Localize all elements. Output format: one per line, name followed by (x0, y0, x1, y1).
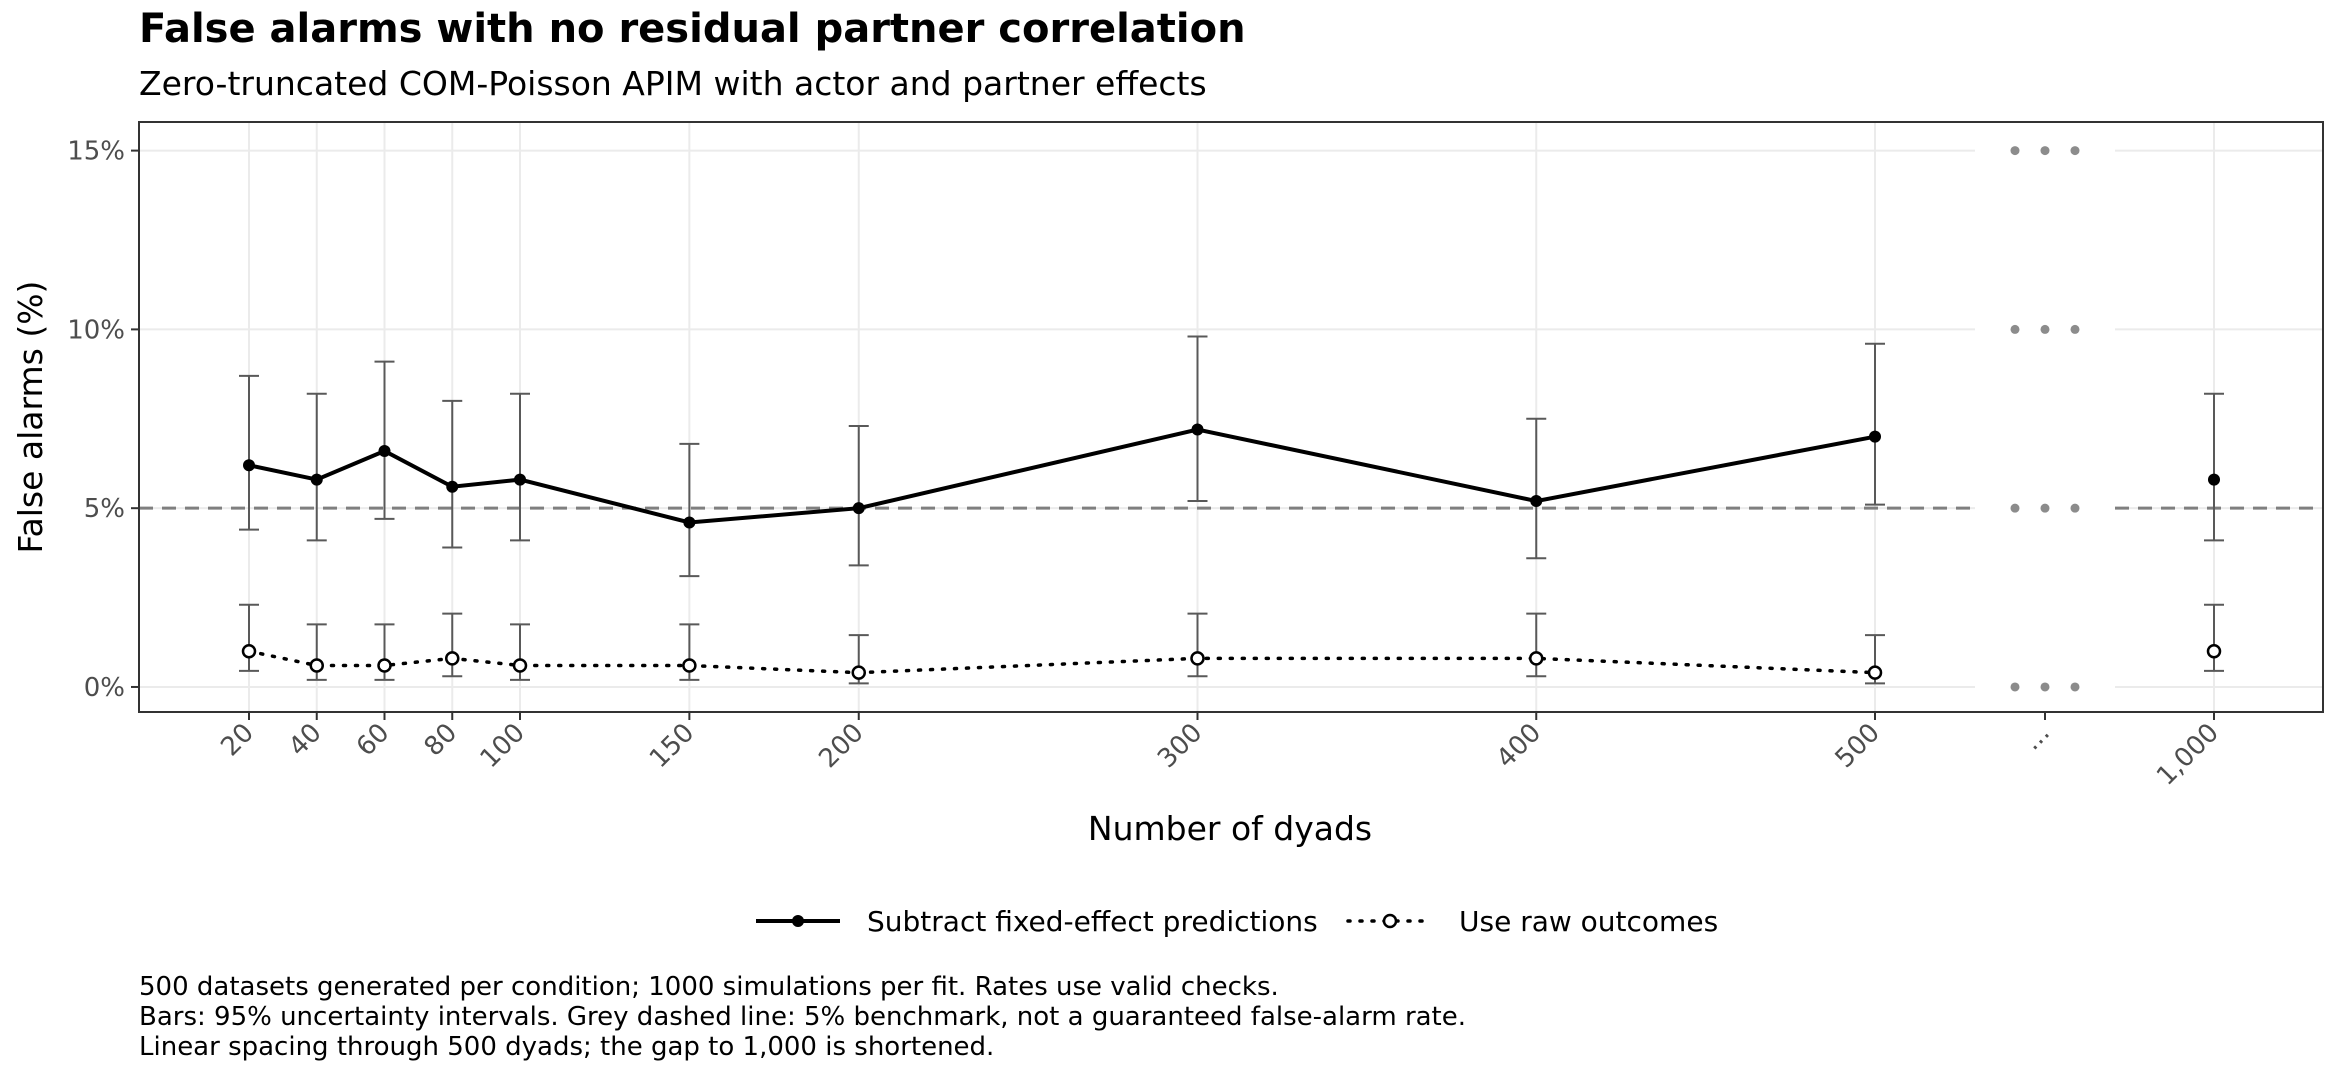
axis-break-dot (2010, 146, 2020, 156)
panel-border (138, 121, 2324, 713)
legend-marker-raw (1382, 913, 1398, 929)
series-line-subtract (248, 427, 1876, 525)
axis-break-dot (2010, 682, 2020, 692)
data-point-subtract (2208, 473, 2220, 486)
data-point-raw (2206, 643, 2222, 659)
axis-break-dot (2040, 503, 2050, 513)
axis-break-dot (2070, 682, 2080, 692)
data-point-subtract (310, 473, 323, 486)
caption-line-3: Linear spacing through 500 dyads; the ga… (139, 1032, 995, 1062)
legend: Subtract fixed-effect predictions Use raw… (756, 905, 1718, 938)
axis-break-dot (2010, 503, 2020, 513)
chart-subtitle: Zero-truncated COM-Poisson APIM with act… (139, 64, 1207, 103)
x-tick-label: 300 (1152, 718, 1208, 774)
axis-break-dot (2040, 682, 2050, 692)
x-tick-label: 500 (1830, 718, 1886, 774)
data-point-subtract (1869, 430, 1881, 443)
axis-break-gap (1975, 123, 2115, 711)
caption-line-2: Bars: 95% uncertainty intervals. Grey da… (139, 1002, 1467, 1032)
legend-marker-subtract (792, 915, 804, 927)
x-tick-label: 1,000 (2151, 718, 2225, 792)
x-tick-label: 20 (215, 718, 260, 763)
x-tick-label: 150 (644, 718, 700, 774)
y-tick-label: 0% (84, 673, 125, 703)
y-axis-title: False alarms (%) (11, 281, 50, 554)
x-tick-label: ... (2017, 718, 2056, 757)
x-tick-label: 200 (813, 718, 869, 774)
axis-break-dot (2010, 324, 2020, 334)
data-point-raw (1529, 651, 1544, 666)
axis-break-dot (2070, 503, 2080, 513)
caption-line-1: 500 datasets generated per condition; 10… (139, 972, 1279, 1002)
data-point-subtract (243, 459, 255, 472)
x-tick-label: 400 (1491, 718, 1547, 774)
data-point-raw (1190, 651, 1205, 666)
data-point-subtract (1191, 423, 1204, 436)
axis-break-dot (2070, 324, 2080, 334)
x-axis-title: Number of dyads (1088, 809, 1372, 848)
data-point-subtract (852, 502, 865, 515)
y-tick-label: 5% (84, 494, 125, 524)
x-tick-label: 80 (419, 718, 464, 763)
data-point-subtract (378, 444, 391, 457)
data-point-raw (445, 651, 460, 666)
data-point-subtract (1530, 495, 1543, 508)
data-point-raw (1867, 665, 1883, 680)
data-point-raw (851, 665, 866, 680)
axis-break-dot (2070, 146, 2080, 156)
x-tick-label: 40 (283, 718, 328, 763)
chart-caption: 500 datasets generated per condition; 10… (139, 972, 1466, 1062)
data-point-subtract (514, 473, 526, 486)
data-point-raw (377, 658, 392, 673)
data-point-subtract (446, 480, 459, 493)
y-tick-label: 10% (67, 315, 125, 345)
data-point-raw (241, 643, 257, 659)
data-point-raw (682, 658, 697, 673)
axis-break-dot (2040, 324, 2050, 334)
panel-background (139, 122, 2323, 712)
data-point-subtract (683, 516, 696, 529)
data-point-raw (512, 658, 528, 673)
chart-title: False alarms with no residual partner co… (139, 6, 1246, 52)
x-tick-label: 100 (475, 718, 531, 774)
x-tick-label: 60 (351, 718, 396, 763)
legend-label-subtract: Subtract fixed-effect predictions (867, 905, 1318, 938)
axis-break-dot (2040, 146, 2050, 156)
legend-label-raw: Use raw outcomes (1459, 905, 1718, 938)
data-point-raw (309, 658, 324, 673)
y-tick-label: 15% (67, 137, 125, 167)
